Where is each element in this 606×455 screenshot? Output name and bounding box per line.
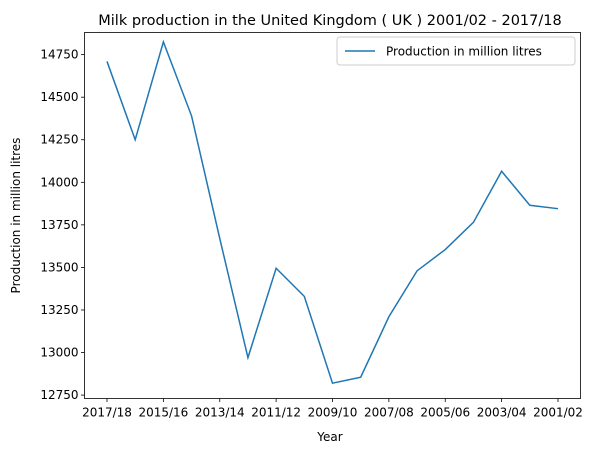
chart-title: Milk production in the United Kingdom ( …: [98, 13, 561, 29]
y-tick-label: 13500: [40, 260, 78, 274]
y-tick-label: 14500: [40, 90, 78, 104]
y-axis: 12750 13000 13250 13500 13750 14000 14250 14500…: [40, 48, 84, 402]
x-axis-label: Year: [316, 430, 342, 444]
y-tick-label: 13750: [40, 218, 78, 232]
plot-area: 12750 13000 13250 13500 13750 14000 14250 14500…: [40, 33, 583, 420]
y-tick-label: 12750: [40, 388, 78, 402]
y-tick-label: 13000: [40, 346, 78, 360]
x-tick-label: 2017/18: [82, 406, 132, 420]
x-tick-label: 2001/02: [533, 406, 583, 420]
x-axis: 2017/18 2015/16 2013/14 2011/12 2009/10 2007/…: [82, 399, 583, 420]
y-tick-label: 14000: [40, 175, 78, 189]
x-tick-label: 2005/06: [420, 406, 470, 420]
legend: Production in million litres: [337, 37, 575, 65]
y-tick-label: 13250: [40, 303, 78, 317]
x-tick-label: 2011/12: [251, 406, 301, 420]
legend-label: Production in million litres: [386, 45, 542, 59]
x-tick-label: 2007/08: [364, 406, 414, 420]
series-line-production: [107, 42, 558, 383]
x-tick-label: 2009/10: [308, 406, 358, 420]
plot-frame: [85, 33, 581, 399]
x-tick-label: 2015/16: [138, 406, 188, 420]
x-tick-label: 2013/14: [195, 406, 245, 420]
y-tick-label: 14750: [40, 48, 78, 62]
y-tick-label: 14250: [40, 133, 78, 147]
x-tick-label: 2003/04: [477, 406, 527, 420]
y-axis-label: Production in million litres: [9, 138, 23, 294]
